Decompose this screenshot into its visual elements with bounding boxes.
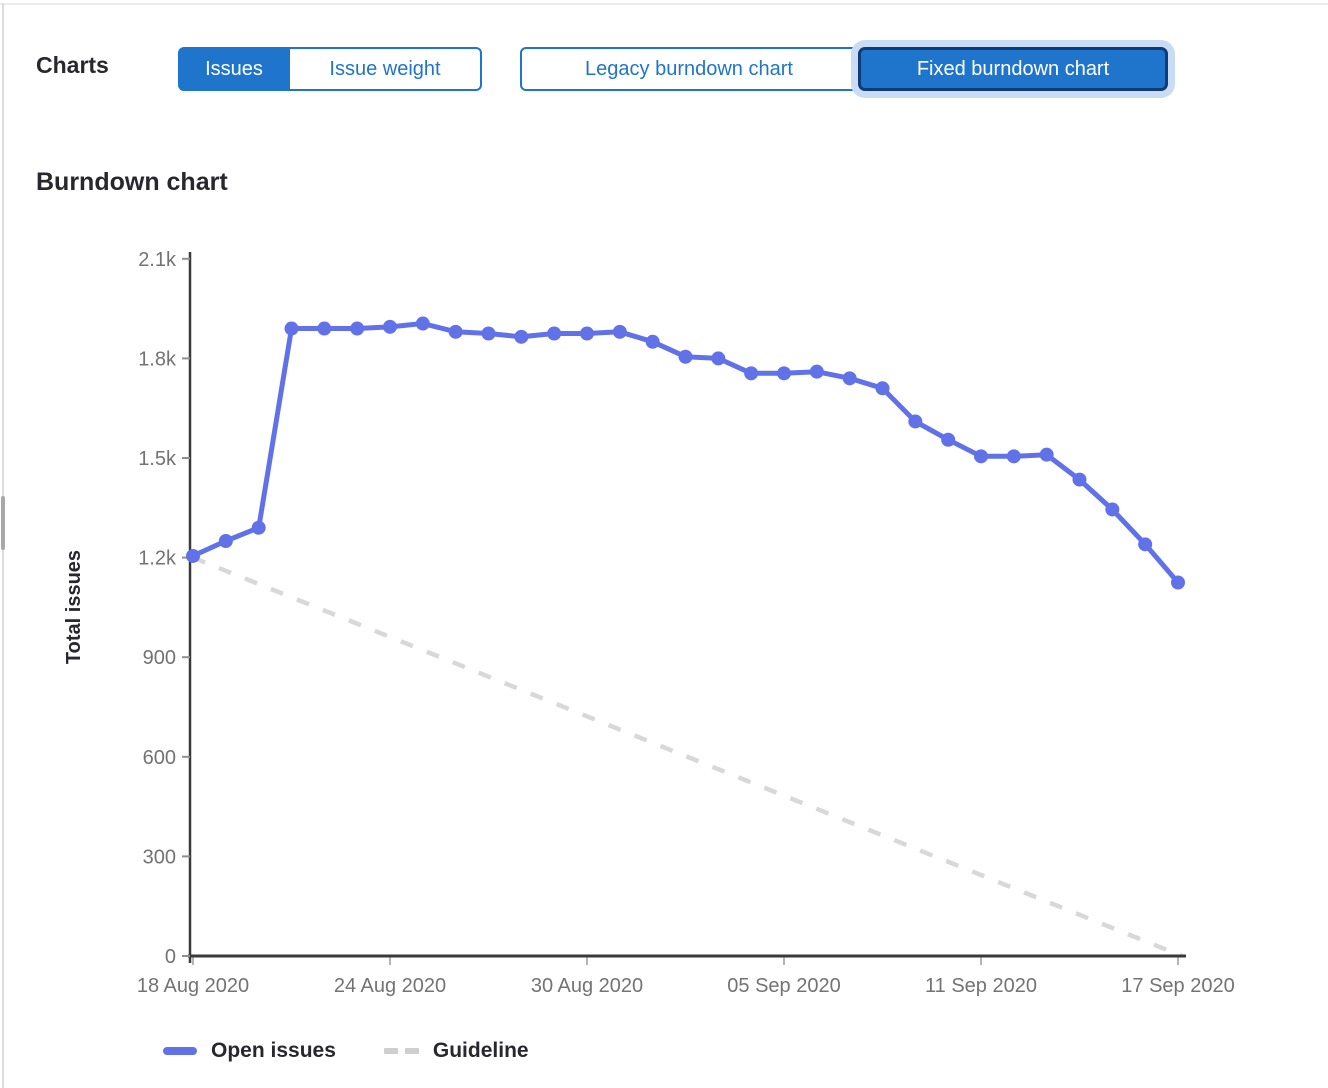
legacy-burndown-chart-button[interactable]: Legacy burndown chart bbox=[520, 47, 858, 91]
issue-weight-toggle-button[interactable]: Issue weight bbox=[290, 47, 482, 91]
svg-text:1.2k: 1.2k bbox=[138, 548, 177, 570]
legend-item-guideline[interactable]: Guideline bbox=[383, 1039, 529, 1063]
svg-text:900: 900 bbox=[143, 647, 176, 669]
dash-segment bbox=[404, 1048, 419, 1054]
scrollbar-thumb[interactable] bbox=[1, 496, 5, 550]
svg-text:2.1k: 2.1k bbox=[138, 249, 177, 271]
svg-text:0: 0 bbox=[165, 946, 176, 968]
issues-toggle-button[interactable]: Issues bbox=[178, 47, 290, 91]
chart-type-toggle-group: Legacy burndown chart Fixed burndown cha… bbox=[520, 47, 1168, 91]
svg-text:17 Sep 2020: 17 Sep 2020 bbox=[1121, 975, 1234, 997]
page-top-border bbox=[0, 3, 1328, 5]
charts-label: Charts bbox=[36, 52, 109, 78]
svg-text:1.5k: 1.5k bbox=[138, 448, 177, 470]
metric-toggle-group: Issues Issue weight bbox=[178, 47, 482, 91]
svg-text:300: 300 bbox=[143, 846, 176, 868]
legend-label: Guideline bbox=[432, 1039, 529, 1062]
svg-text:18 Aug 2020: 18 Aug 2020 bbox=[137, 975, 249, 997]
svg-text:24 Aug 2020: 24 Aug 2020 bbox=[334, 975, 446, 997]
svg-text:1.8k: 1.8k bbox=[138, 348, 177, 370]
guideline-dash-swatch bbox=[383, 1048, 419, 1054]
svg-text:11 Sep 2020: 11 Sep 2020 bbox=[925, 975, 1037, 997]
legend-item-open-issues[interactable]: Open issues bbox=[163, 1039, 336, 1063]
svg-text:05 Sep 2020: 05 Sep 2020 bbox=[727, 975, 840, 997]
svg-text:Total issues: Total issues bbox=[63, 550, 85, 664]
legend-label: Open issues bbox=[211, 1039, 336, 1062]
page-title: Burndown chart bbox=[36, 168, 228, 196]
fixed-burndown-chart-button[interactable]: Fixed burndown chart bbox=[858, 47, 1168, 91]
svg-text:30 Aug 2020: 30 Aug 2020 bbox=[531, 975, 643, 997]
svg-text:600: 600 bbox=[143, 747, 176, 769]
dash-segment bbox=[383, 1048, 398, 1054]
open-issues-line-swatch bbox=[163, 1047, 197, 1055]
chart-legend: Open issues Guideline bbox=[163, 1036, 529, 1066]
